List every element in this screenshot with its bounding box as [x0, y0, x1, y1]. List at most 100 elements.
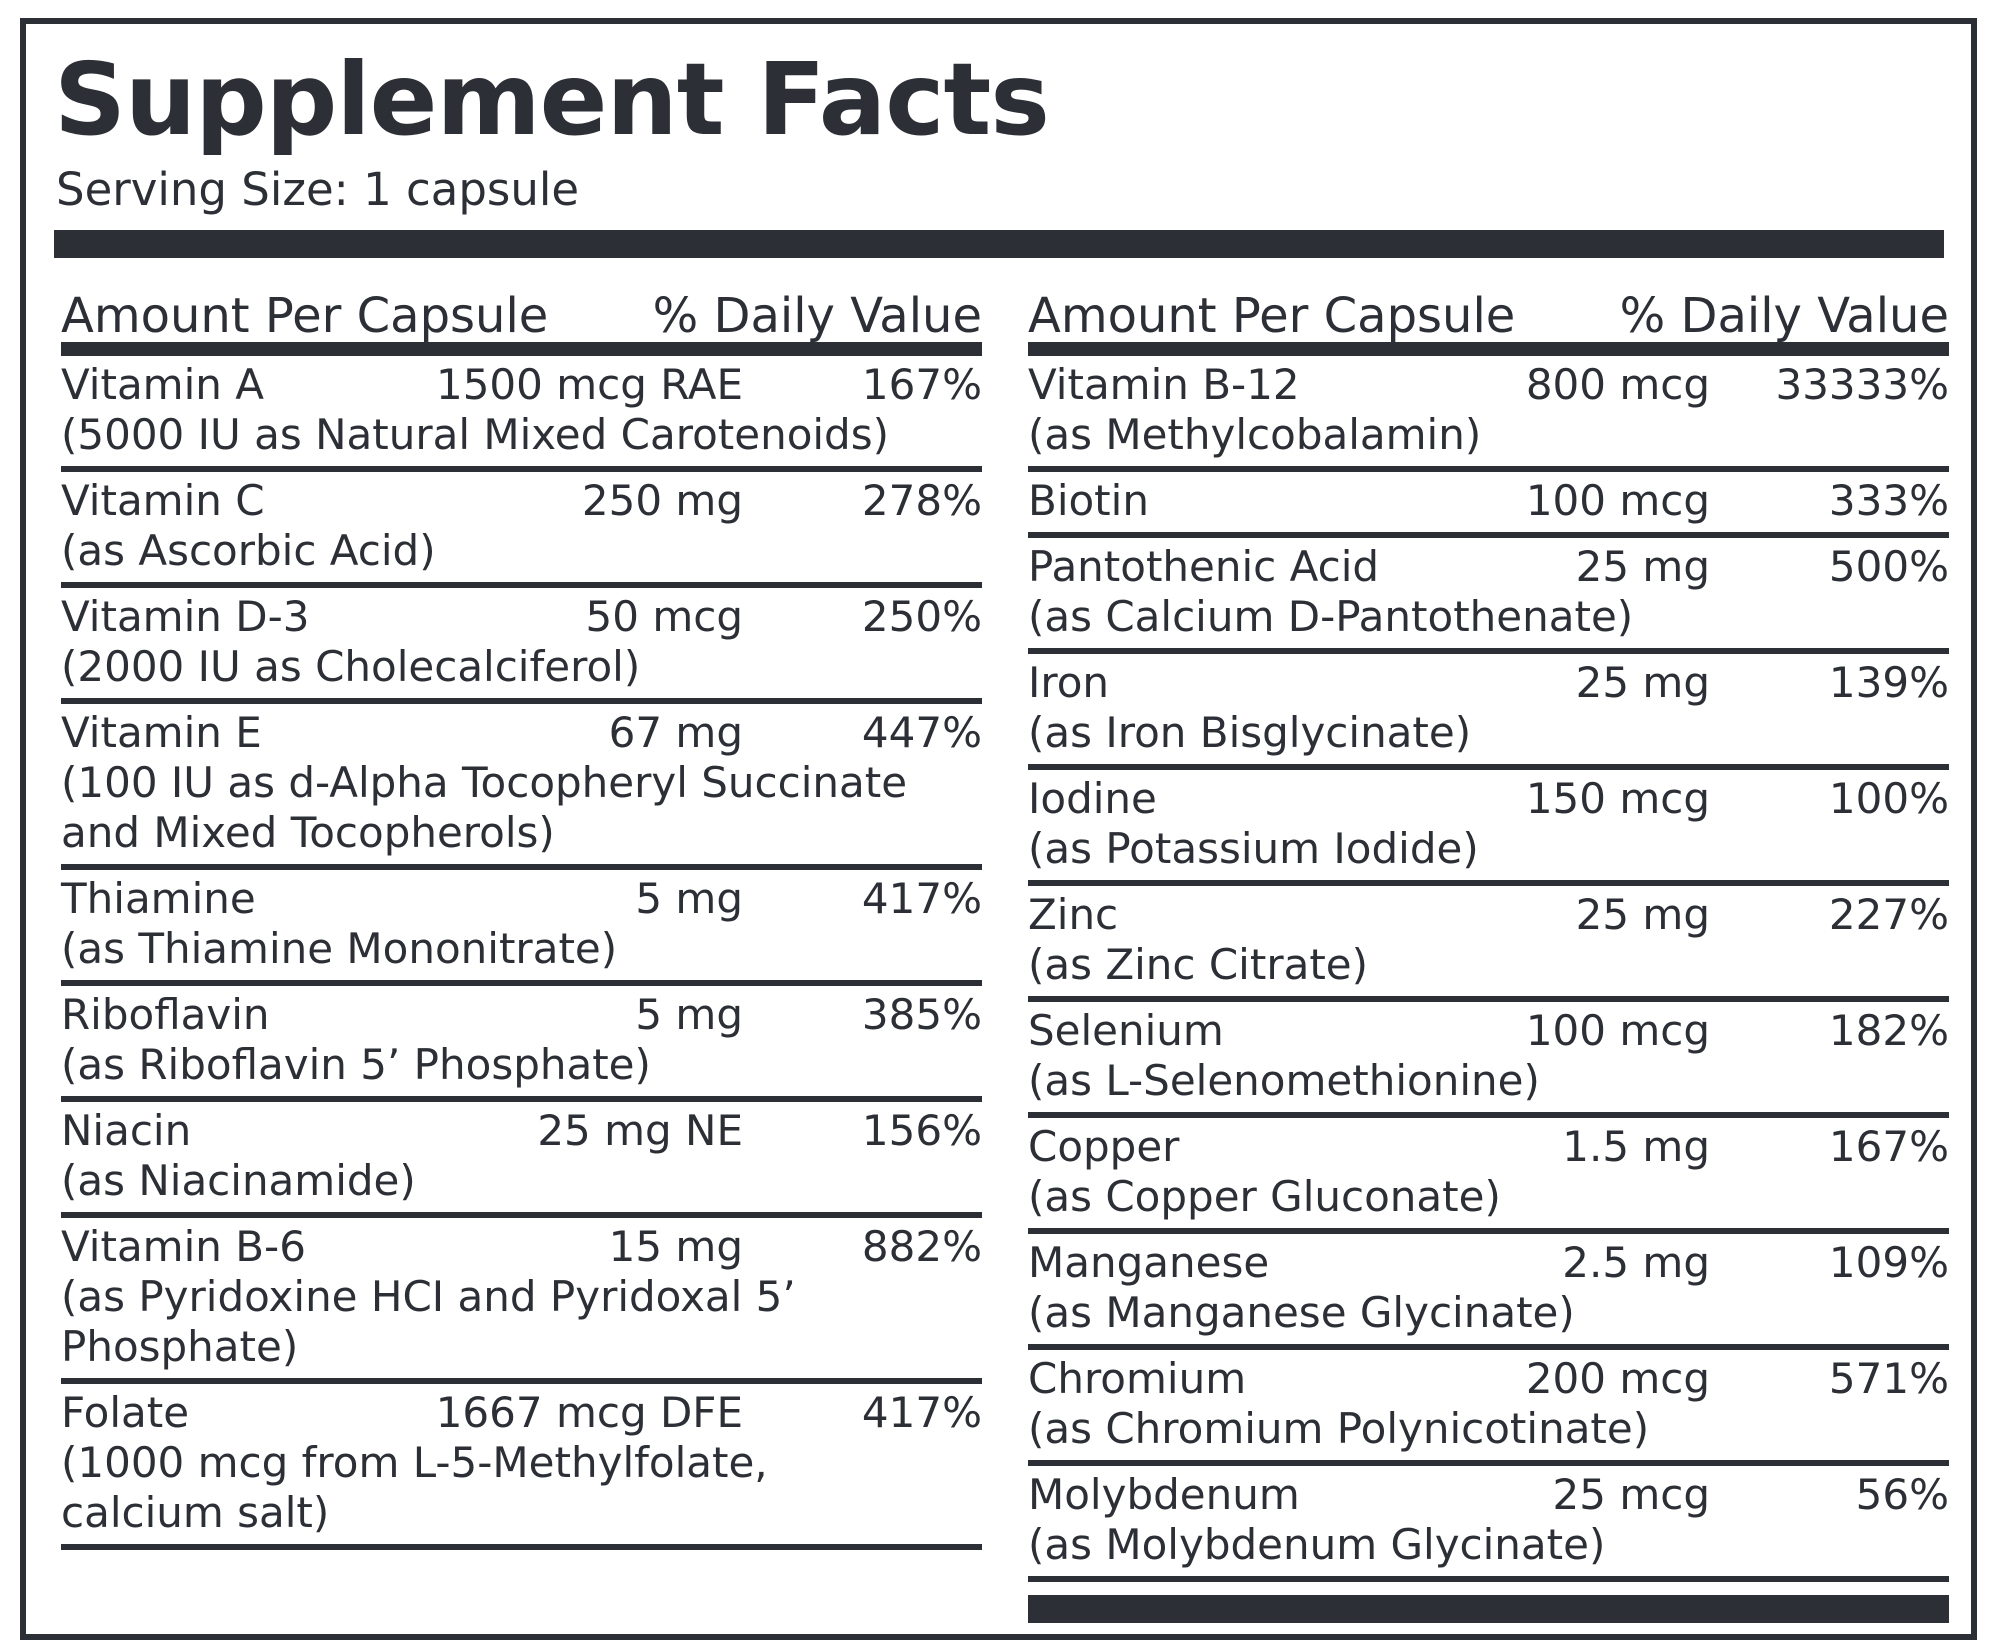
nutrient-line: Vitamin B-12 800 mcg 33333% [1028, 360, 1949, 410]
dv-header: % Daily Value [1619, 288, 1949, 344]
nutrient-name: Thiamine [61, 874, 256, 923]
nutrient-daily-value: 385% [861, 990, 982, 1039]
nutrient-name: Vitamin A [61, 360, 264, 409]
nutrient-source: (as Pyridoxine HCI and Pyridoxal 5’ Phos… [61, 1272, 796, 1371]
nutrient-daily-value: 109% [1828, 1238, 1949, 1287]
nutrient-column-left: Amount Per Capsule % Daily Value Vitamin… [61, 290, 982, 1550]
nutrient-row: Copper 1.5 mg 167% (as Copper Gluconate) [1028, 1118, 1949, 1234]
nutrient-name: Selenium [1028, 1006, 1224, 1055]
nutrient-amount: 25 mg [1575, 542, 1710, 591]
nutrient-source: (as Methylcobalamin) [1028, 410, 1482, 459]
nutrient-amount: 1500 mcg RAE [435, 360, 743, 409]
nutrient-daily-value: 182% [1828, 1006, 1949, 1055]
serving-size: Serving Size: 1 capsule [56, 163, 580, 216]
nutrient-amount: 50 mcg [585, 592, 743, 641]
nutrient-row: Folate 1667 mcg DFE 417% (1000 mcg from L-5… [61, 1384, 982, 1550]
nutrient-amount: 250 mg [581, 476, 743, 525]
nutrient-row: Thiamine 5 mg 417% (as Thiamine Mononitrate… [61, 870, 982, 986]
dv-header: % Daily Value [652, 288, 982, 344]
nutrient-source: (5000 IU as Natural Mixed Carotenoids) [61, 410, 889, 459]
nutrient-row: Biotin 100 mcg 333% [1028, 472, 1949, 538]
nutrient-amount: 1.5 mg [1562, 1122, 1710, 1171]
nutrient-name: Vitamin C [61, 476, 265, 525]
nutrient-source: (100 IU as d-Alpha Tocopheryl Succinate … [61, 758, 908, 857]
nutrient-daily-value: 882% [861, 1222, 982, 1271]
nutrient-amount: 2.5 mg [1562, 1238, 1710, 1287]
nutrient-row: Manganese 2.5 mg 109% (as Manganese Glycina… [1028, 1234, 1949, 1350]
nutrient-line: Thiamine 5 mg 417% [61, 874, 982, 924]
nutrient-row: Vitamin A 1500 mcg RAE 167% (5000 IU as Nat… [61, 356, 982, 472]
amount-header: Amount Per Capsule [1028, 288, 1516, 344]
nutrient-line: Copper 1.5 mg 167% [1028, 1122, 1949, 1172]
nutrient-amount: 25 mg NE [537, 1106, 743, 1155]
nutrient-line: Iron 25 mg 139% [1028, 658, 1949, 708]
nutrient-source: (as Potassium Iodide) [1028, 824, 1479, 873]
nutrient-name: Pantothenic Acid [1028, 542, 1380, 591]
nutrient-daily-value: 156% [861, 1106, 982, 1155]
nutrient-line: Selenium 100 mcg 182% [1028, 1006, 1949, 1056]
nutrient-line: Vitamin E 67 mg 447% [61, 708, 982, 758]
nutrient-amount: 5 mg [635, 874, 743, 923]
nutrient-row: Iodine 150 mcg 100% (as Potassium Iodide) [1028, 770, 1949, 886]
nutrient-daily-value: 167% [1828, 1122, 1949, 1171]
nutrient-row: Riboflavin 5 mg 385% (as Riboflavin 5’ Phos… [61, 986, 982, 1102]
page-title: Supplement Facts [54, 41, 1050, 158]
nutrient-amount: 200 mcg [1525, 1354, 1710, 1403]
nutrient-daily-value: 33333% [1775, 360, 1949, 409]
nutrient-source: (as Iron Bisglycinate) [1028, 708, 1472, 757]
nutrient-line: Biotin 100 mcg 333% [1028, 476, 1949, 526]
nutrient-name: Riboflavin [61, 990, 270, 1039]
nutrient-source: (as L-Selenomethionine) [1028, 1056, 1540, 1105]
nutrient-name: Vitamin E [61, 708, 262, 757]
column-header: Amount Per Capsule % Daily Value [61, 290, 982, 356]
nutrient-amount: 25 mg [1575, 890, 1710, 939]
divider-bar [54, 230, 1944, 258]
nutrient-source: (as Zinc Citrate) [1028, 940, 1369, 989]
nutrient-name: Iron [1028, 658, 1110, 707]
nutrient-line: Vitamin B-6 15 mg 882% [61, 1222, 982, 1272]
nutrient-amount: 100 mcg [1525, 476, 1710, 525]
column-header: Amount Per Capsule % Daily Value [1028, 290, 1949, 356]
nutrient-line: Vitamin C 250 mg 278% [61, 476, 982, 526]
nutrient-source: (as Ascorbic Acid) [61, 526, 436, 575]
nutrient-daily-value: 333% [1828, 476, 1949, 525]
nutrient-name: Zinc [1028, 890, 1119, 939]
nutrient-line: Molybdenum 25 mcg 56% [1028, 1470, 1949, 1520]
nutrient-daily-value: 417% [861, 1388, 982, 1437]
nutrient-daily-value: 139% [1828, 658, 1949, 707]
nutrient-name: Vitamin B-12 [1028, 360, 1300, 409]
nutrient-amount: 800 mcg [1525, 360, 1710, 409]
nutrient-source: (as Molybdenum Glycinate) [1028, 1520, 1606, 1569]
nutrient-daily-value: 167% [861, 360, 982, 409]
nutrient-row: Selenium 100 mcg 182% (as L-Selenomethionin… [1028, 1002, 1949, 1118]
nutrient-daily-value: 417% [861, 874, 982, 923]
nutrient-source: (2000 IU as Cholecalciferol) [61, 642, 641, 691]
nutrient-name: Vitamin B-6 [61, 1222, 306, 1271]
nutrient-source: (as Manganese Glycinate) [1028, 1288, 1575, 1337]
nutrient-source: (as Riboflavin 5’ Phosphate) [61, 1040, 651, 1089]
nutrient-daily-value: 227% [1828, 890, 1949, 939]
nutrient-row: Vitamin B-6 15 mg 882% (as Pyridoxine HCI a… [61, 1218, 982, 1384]
nutrient-daily-value: 250% [861, 592, 982, 641]
nutrient-row: Vitamin E 67 mg 447% (100 IU as d-Alpha Toc… [61, 704, 982, 870]
nutrient-line: Zinc 25 mg 227% [1028, 890, 1949, 940]
nutrient-name: Iodine [1028, 774, 1157, 823]
nutrient-name: Chromium [1028, 1354, 1247, 1403]
nutrient-source: (as Chromium Polynicotinate) [1028, 1404, 1650, 1453]
nutrient-line: Vitamin D-3 50 mcg 250% [61, 592, 982, 642]
nutrient-daily-value: 447% [861, 708, 982, 757]
nutrient-name: Copper [1028, 1122, 1180, 1171]
nutrient-amount: 25 mcg [1552, 1470, 1710, 1519]
nutrient-row: Zinc 25 mg 227% (as Zinc Citrate) [1028, 886, 1949, 1002]
nutrient-name: Vitamin D-3 [61, 592, 310, 641]
nutrient-daily-value: 571% [1828, 1354, 1949, 1403]
nutrient-daily-value: 500% [1828, 542, 1949, 591]
amount-header: Amount Per Capsule [61, 288, 549, 344]
nutrient-line: Iodine 150 mcg 100% [1028, 774, 1949, 824]
nutrient-daily-value: 56% [1855, 1470, 1949, 1519]
nutrient-daily-value: 278% [861, 476, 982, 525]
nutrient-amount: 25 mg [1575, 658, 1710, 707]
nutrient-amount: 1667 mcg DFE [435, 1388, 743, 1437]
nutrient-source: (as Calcium D-Pantothenate) [1028, 592, 1634, 641]
nutrient-column-right: Amount Per Capsule % Daily Value Vitamin… [1028, 290, 1949, 1623]
